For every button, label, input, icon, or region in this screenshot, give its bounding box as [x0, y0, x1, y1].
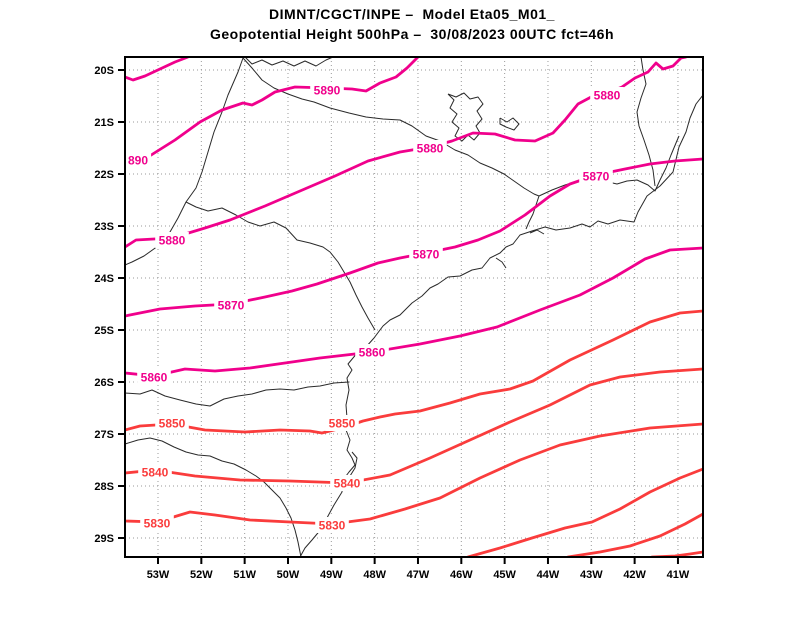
contour-label-mask: [355, 344, 389, 360]
contour-label-mask: [310, 82, 344, 98]
map-outline-pr-sc-border: [125, 381, 350, 407]
contour-line-5890: [125, 57, 420, 168]
contour-label-5860: 5860: [141, 371, 168, 385]
map-outline-reservoir-small: [499, 117, 520, 131]
contour-label-5890: 5890: [314, 84, 341, 98]
contour-label-mask: [413, 140, 447, 156]
x-axis-label: 53W: [147, 569, 170, 581]
contour-label-mask: [155, 415, 189, 431]
contour-label-5880: 5880: [417, 142, 444, 156]
map-outline-parana-river-border: [125, 57, 244, 266]
contour-label-5880: 5880: [159, 234, 186, 248]
contour-label-5840: 5840: [142, 466, 169, 480]
x-axis-label: 44W: [537, 569, 560, 581]
contour-line-5870: [125, 157, 703, 318]
contour-line-5840: [125, 367, 703, 485]
chart-title: DIMNT/CGCT/INPE – Model Eta05_M01_: [269, 6, 555, 22]
map-outline-sc-rs-border: [125, 437, 302, 557]
contour-label-mask: [214, 297, 248, 313]
y-axis-label: 28S: [94, 481, 114, 493]
contour-label-5830: 5830: [319, 519, 346, 533]
y-axis-label: 21S: [94, 117, 114, 129]
map-frame: [124, 56, 704, 558]
x-axis-label: 52W: [190, 569, 213, 581]
map-outline-ilha-grande: [529, 229, 545, 235]
x-axis-label: 41W: [667, 569, 690, 581]
map-outline-sp-mg-border: [242, 57, 540, 197]
contour-label-mask: [140, 515, 174, 531]
y-axis-label: 20S: [94, 65, 114, 77]
x-axis-label: 46W: [450, 569, 473, 581]
x-axis-label: 47W: [407, 569, 430, 581]
x-axis-label: 42W: [623, 569, 646, 581]
contour-line-5860: [125, 246, 703, 378]
contour-label-5870: 5870: [583, 170, 610, 184]
contour-label-mask: [315, 517, 349, 533]
contour-label-mask: [125, 152, 152, 168]
contour-label-5840: 5840: [334, 477, 361, 491]
contour-label-mask: [138, 464, 172, 480]
contour-label-mask: [137, 369, 171, 385]
contour-line-5830: [125, 422, 703, 526]
map-outline-florianopolis-island: [349, 451, 358, 477]
map-outline-furnas-reservoir: [447, 92, 484, 142]
y-axis-label: 22S: [94, 169, 114, 181]
x-axis-label: 48W: [363, 569, 386, 581]
contour-label-mask: [155, 232, 189, 248]
contour-label-5850: 5850: [159, 417, 186, 431]
plot-area: 890 5890 5880 5880 5880 5870 5870 5870 5860 5860 5…: [125, 57, 703, 557]
contour-label-mask: [325, 415, 359, 431]
contour-label-5850: 5850: [329, 417, 356, 431]
x-axis-label: 50W: [277, 569, 300, 581]
x-axis-label: 51W: [233, 569, 256, 581]
contour-line-5850: [125, 309, 703, 435]
contour-label-mask: [579, 168, 613, 184]
y-axis-label: 24S: [94, 273, 114, 285]
contour-label-5870: 5870: [413, 248, 440, 262]
map-outline-ilha-sao-sebastiao: [495, 257, 507, 269]
contour-label-mask: [590, 87, 624, 103]
map-outline-coastline: [299, 94, 703, 557]
x-axis-label: 49W: [320, 569, 343, 581]
map-outline-sp-pr-border: [185, 201, 376, 331]
chart-subtitle: Geopotential Height 500hPa – 30/08/2023 …: [210, 26, 614, 42]
map-outline-mg-go-border: [244, 57, 334, 67]
contour-label-5870: 5870: [218, 299, 245, 313]
y-axis-label: 23S: [94, 221, 114, 233]
x-axis-label: 43W: [580, 569, 603, 581]
contour-line-5900: [125, 57, 190, 82]
y-axis-label: 25S: [94, 325, 114, 337]
contour-label-mask: [330, 475, 364, 491]
map-outline-sp-rj-border: [525, 195, 540, 230]
contour-line-5820: [466, 467, 703, 557]
contour-label-5880: 5880: [594, 89, 621, 103]
contour-label-5830: 5830: [144, 517, 171, 531]
contour-line-5880: [125, 57, 688, 249]
x-axis-label: 45W: [493, 569, 516, 581]
y-axis-label: 27S: [94, 429, 114, 441]
contour-label-5890: 890: [128, 154, 148, 168]
y-axis-label: 26S: [94, 377, 114, 389]
y-axis-label: 29S: [94, 533, 114, 545]
contour-line-5810: [566, 512, 703, 557]
contour-label-mask: [409, 246, 443, 262]
contour-label-5860: 5860: [359, 346, 386, 360]
